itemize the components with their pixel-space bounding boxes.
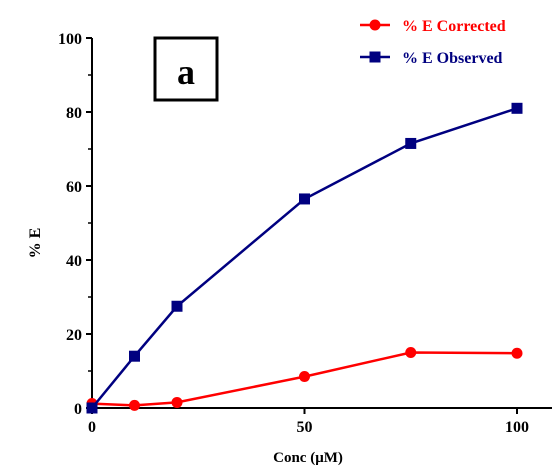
series-2 xyxy=(86,102,523,414)
legend-marker xyxy=(369,19,381,31)
panel-label: a xyxy=(177,52,195,92)
data-point xyxy=(405,137,417,149)
legend-marker xyxy=(369,51,381,63)
data-point xyxy=(171,396,183,408)
data-point xyxy=(405,347,417,358)
y-tick-label: 40 xyxy=(66,253,82,270)
x-axis-label: Conc (μM) xyxy=(273,450,343,466)
y-tick-label: 80 xyxy=(66,105,82,122)
y-axis-label: % E xyxy=(27,228,44,259)
data-point xyxy=(86,402,98,414)
y-tick-label: 20 xyxy=(66,327,82,344)
series-layer xyxy=(86,102,523,414)
data-point xyxy=(299,193,310,205)
legend: % E Corrected % E Observed xyxy=(360,18,506,67)
y-tick-label: 100 xyxy=(58,31,82,48)
x-tick-label: 100 xyxy=(505,419,529,436)
x-tick-label: 0 xyxy=(88,419,96,436)
legend-label: % E Corrected xyxy=(402,18,506,35)
data-point xyxy=(511,347,523,359)
data-point xyxy=(511,102,523,114)
axes: 0 20 40 60 80 100 0 50 100 xyxy=(58,31,552,436)
series-1 xyxy=(86,347,523,411)
data-point xyxy=(129,399,140,411)
data-point xyxy=(129,350,140,362)
legend-entry: % E Corrected xyxy=(360,18,506,35)
y-tick-label: 0 xyxy=(74,401,82,418)
y-tick-label: 60 xyxy=(66,179,82,196)
panel-label-box xyxy=(153,36,219,102)
legend-entry: % E Observed xyxy=(360,50,503,67)
x-tick-label: 50 xyxy=(297,419,313,436)
data-point xyxy=(299,371,310,383)
data-point xyxy=(171,300,183,312)
legend-label: % E Observed xyxy=(402,50,503,67)
series-line xyxy=(91,107,518,409)
series-line xyxy=(91,351,518,407)
